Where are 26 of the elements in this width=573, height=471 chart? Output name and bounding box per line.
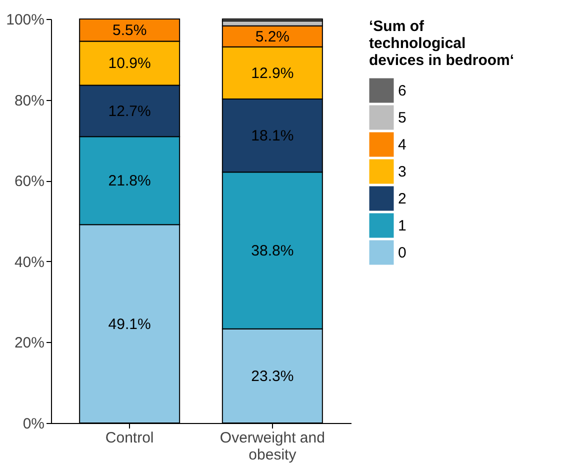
data-label: 5.5% <box>112 22 147 40</box>
data-label: 23.3% <box>251 368 294 385</box>
y-tick-label: 20% <box>14 334 44 352</box>
legend-label: 4 <box>398 136 406 154</box>
legend-label: 3 <box>398 164 406 180</box>
legend-title: ‘Sum of technological devices in bedroom‘ <box>369 18 514 69</box>
data-label: 10.9% <box>108 55 151 72</box>
legend-label: 0 <box>398 244 406 262</box>
y-tick-label: 40% <box>14 254 44 271</box>
data-label: 49.1% <box>108 316 151 333</box>
y-tick-label: 0% <box>22 416 44 432</box>
data-label: 12.7% <box>108 102 151 120</box>
data-label: 38.8% <box>251 242 294 260</box>
y-tick-label: 60% <box>14 173 44 190</box>
y-tick-label: 100% <box>6 12 44 28</box>
data-label: 5.2% <box>255 28 290 46</box>
y-tick-label: 80% <box>14 92 44 110</box>
legend-label: 1 <box>398 218 406 234</box>
x-tick-label: Overweight and obesity <box>220 430 325 464</box>
legend-label: 2 <box>398 190 406 208</box>
data-label: 12.9% <box>251 64 294 82</box>
x-tick-label: Control <box>105 430 154 446</box>
legend-label: 6 <box>398 82 406 100</box>
legend-label: 5 <box>398 110 406 126</box>
data-label: 18.1% <box>251 128 294 145</box>
data-label: 21.8% <box>108 172 151 190</box>
